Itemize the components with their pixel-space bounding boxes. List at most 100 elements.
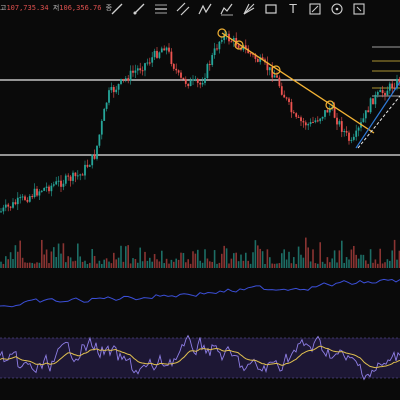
volume-bar: [379, 248, 381, 268]
candle-body: [48, 186, 50, 192]
volume-bar: [125, 246, 127, 268]
candle-body: [393, 88, 396, 90]
candle-body: [355, 130, 358, 137]
crosshair-icon[interactable]: [328, 0, 346, 18]
candle-body: [69, 176, 72, 181]
candle-body: [295, 113, 298, 117]
volume-bar: [269, 257, 271, 268]
candle-body: [256, 58, 259, 62]
volume-bar: [353, 245, 355, 268]
volume-bar: [33, 263, 36, 268]
candle-body: [398, 78, 400, 84]
candle-body: [364, 110, 367, 119]
candle-body: [127, 78, 130, 81]
candle-body: [182, 77, 185, 80]
candle-body: [357, 127, 360, 131]
trendline-anchor-2[interactable]: [234, 40, 244, 50]
candle-body: [40, 190, 43, 192]
volume-bar: [199, 260, 201, 268]
volume-bar: [384, 262, 386, 268]
volume-bar: [271, 263, 273, 268]
volume-bar: [21, 257, 24, 268]
volume-bar: [295, 263, 297, 268]
candle-body: [81, 174, 84, 176]
volume-bar: [321, 261, 324, 268]
volume-bar: [223, 245, 225, 268]
volume-bar: [2, 263, 5, 268]
candle-body: [338, 121, 341, 125]
candle-body: [196, 79, 199, 83]
volume-bar: [156, 259, 158, 268]
candle-body: [146, 62, 149, 64]
volume-bar: [62, 243, 65, 268]
candle-body: [254, 54, 257, 59]
candle-body: [16, 197, 19, 205]
volume-bar: [350, 249, 353, 268]
volume-bar: [53, 247, 55, 268]
volume-bar: [333, 250, 336, 268]
volume-bar: [372, 262, 374, 268]
horizontal-line-icon[interactable]: [152, 0, 170, 18]
candle-body: [280, 86, 283, 95]
volume-bar: [101, 263, 103, 268]
candle-body: [321, 116, 324, 119]
candle-body: [324, 110, 326, 117]
volume-bar: [389, 260, 391, 268]
more-tools-icon[interactable]: [350, 0, 368, 18]
volume-bar: [187, 259, 189, 268]
gann-icon[interactable]: [240, 0, 258, 18]
candle-body: [343, 131, 346, 133]
candle-body: [352, 136, 355, 140]
volume-bar: [381, 263, 384, 268]
candle-body: [141, 70, 144, 72]
candle-body: [376, 92, 379, 95]
candle-body: [91, 154, 94, 166]
candle-body: [213, 48, 216, 56]
candle-body: [331, 106, 334, 109]
volume-bar: [26, 262, 29, 268]
volume-bar: [283, 249, 285, 268]
fib-icon[interactable]: [218, 0, 236, 18]
volume-bar: [177, 259, 180, 268]
candle-body: [285, 97, 288, 99]
volume-bar: [29, 262, 31, 268]
volume-bar: [281, 253, 283, 268]
trendline-anchor-4[interactable]: [325, 100, 335, 110]
zigzag-icon[interactable]: [196, 0, 214, 18]
trend-line-icon[interactable]: [108, 0, 126, 18]
candle-body: [369, 98, 372, 113]
volume-bar: [153, 254, 156, 268]
volume-bar: [391, 250, 393, 268]
candle-body: [204, 78, 206, 83]
candle-body: [67, 175, 70, 177]
candle-body: [122, 79, 125, 81]
trendline-anchor-1[interactable]: [217, 28, 227, 38]
volume-bar: [276, 263, 278, 268]
candle-body: [362, 118, 365, 123]
volume-bar: [67, 256, 69, 268]
measure-icon[interactable]: [306, 0, 324, 18]
candle-body: [170, 51, 173, 65]
ray-line-icon[interactable]: [130, 0, 148, 18]
candle-body: [19, 197, 22, 199]
candle-body: [62, 183, 65, 187]
candle-body: [105, 102, 108, 109]
channel-icon[interactable]: [174, 0, 192, 18]
candle-body: [108, 90, 110, 103]
descending-trendline[interactable]: [221, 32, 375, 134]
candle-body: [384, 93, 386, 96]
volume-bar: [309, 261, 312, 268]
volume-bar: [357, 258, 360, 268]
rising-line-blue[interactable]: [355, 81, 400, 149]
candle-body: [367, 110, 370, 113]
volume-bar: [24, 262, 26, 268]
rectangle-icon[interactable]: [262, 0, 280, 18]
rising-line-white-dashed[interactable]: [357, 95, 400, 149]
trendline-anchor-3[interactable]: [271, 65, 281, 75]
candle-body: [237, 45, 240, 48]
volume-bar: [146, 260, 149, 268]
volume-bar: [305, 237, 307, 268]
volume-bar: [192, 251, 194, 268]
text-tool-icon[interactable]: T: [289, 2, 297, 16]
